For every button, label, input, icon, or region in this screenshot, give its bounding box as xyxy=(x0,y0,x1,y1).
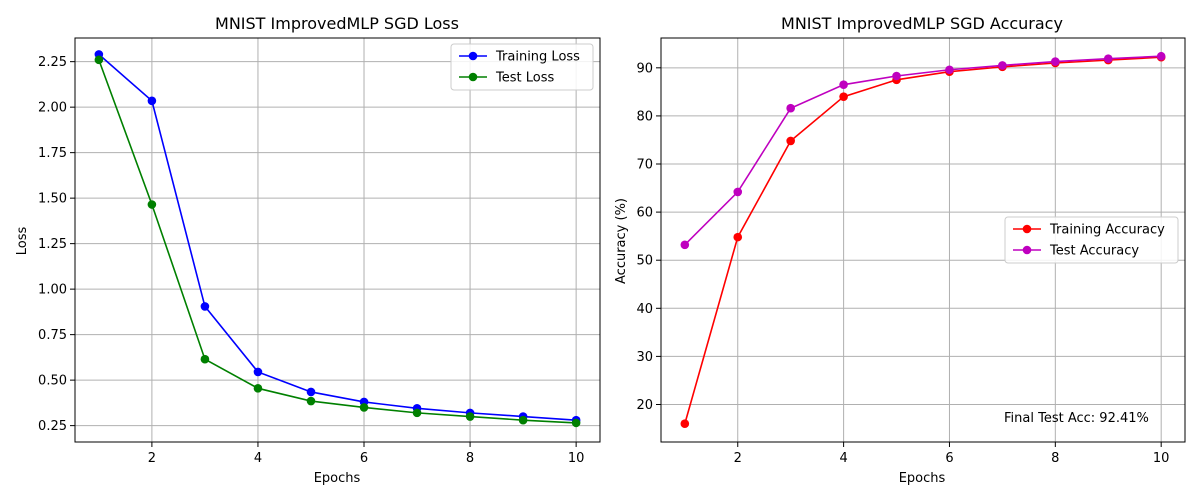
data-point xyxy=(786,103,795,113)
series-line xyxy=(684,56,1162,424)
data-point xyxy=(412,408,422,418)
x-tick-label: 8 xyxy=(466,451,474,466)
data-point xyxy=(733,187,743,197)
legend-label: Training Accuracy xyxy=(1049,223,1165,238)
accuracy-chart: MNIST ImprovedMLP SGD Accuracy Epochs Ac… xyxy=(614,14,1186,486)
y-tick-label: 0.75 xyxy=(38,328,67,343)
data-point xyxy=(518,415,528,425)
x-axis-label: Epochs xyxy=(314,471,361,486)
plot-frame xyxy=(74,37,601,443)
loss-chart: MNIST ImprovedMLP SGD Loss Epochs Loss 2… xyxy=(15,14,601,486)
y-tick-label: 2.00 xyxy=(38,101,67,116)
y-tick-label: 0.50 xyxy=(38,374,67,389)
data-point xyxy=(680,419,690,429)
data-point xyxy=(359,403,369,412)
data-point xyxy=(839,80,848,89)
series-2 xyxy=(680,51,1166,250)
y-tick-label: 1.75 xyxy=(38,146,67,161)
y-tick-label: 70 xyxy=(636,158,653,173)
legend-label: Test Accuracy xyxy=(1049,244,1139,259)
data-point xyxy=(733,232,743,242)
x-tick-label: 8 xyxy=(1051,451,1059,466)
x-tick-label: 2 xyxy=(148,451,156,466)
data-point xyxy=(306,387,316,397)
x-tick-label: 4 xyxy=(254,451,262,466)
series-2 xyxy=(94,55,581,428)
series-line xyxy=(98,53,577,421)
data-point xyxy=(94,55,104,65)
x-tick-label: 2 xyxy=(734,451,742,466)
data-point xyxy=(998,61,1007,70)
data-point xyxy=(253,384,263,393)
chart-title: MNIST ImprovedMLP SGD Loss xyxy=(215,14,459,33)
final-accuracy-annotation: Final Test Acc: 92.41% xyxy=(1004,411,1149,426)
data-point xyxy=(253,367,263,377)
data-point xyxy=(839,92,848,101)
data-point xyxy=(306,396,316,406)
plot-frame xyxy=(660,37,1186,443)
data-point xyxy=(786,136,795,146)
x-tick-label: 6 xyxy=(360,451,368,466)
legend-marker xyxy=(1022,245,1032,255)
data-point xyxy=(571,418,581,428)
data-point xyxy=(1156,51,1166,61)
legend-box xyxy=(1004,216,1179,264)
data-point xyxy=(147,200,157,209)
y-tick-label: 1.25 xyxy=(38,237,67,252)
legend: Training Loss Test Loss xyxy=(450,43,594,91)
series-line xyxy=(98,59,577,424)
data-point xyxy=(892,71,901,81)
legend-marker xyxy=(1022,224,1032,234)
y-tick-label: 90 xyxy=(636,61,653,76)
y-tick-label: 1.00 xyxy=(38,283,67,298)
legend-label: Training Loss xyxy=(495,50,580,65)
y-tick-label: 20 xyxy=(636,398,653,413)
y-tick-label: 0.25 xyxy=(38,419,67,434)
data-point xyxy=(147,96,157,106)
y-tick-label: 2.25 xyxy=(38,55,67,70)
y-tick-label: 50 xyxy=(636,254,653,269)
legend-marker xyxy=(468,51,478,61)
y-axis-label: Accuracy (%) xyxy=(614,198,629,284)
data-point xyxy=(1051,57,1060,66)
y-tick-label: 30 xyxy=(636,350,653,365)
legend-label: Test Loss xyxy=(495,71,554,86)
data-point xyxy=(200,354,210,364)
y-tick-label: 1.50 xyxy=(38,192,67,207)
y-tick-label: 60 xyxy=(636,206,653,221)
data-point xyxy=(680,240,690,250)
x-tick-label: 6 xyxy=(945,451,953,466)
x-tick-label: 10 xyxy=(1153,451,1170,466)
y-tick-label: 40 xyxy=(636,302,653,317)
x-tick-label: 4 xyxy=(839,451,847,466)
data-point xyxy=(1103,54,1113,63)
data-point xyxy=(465,412,475,421)
y-tick-label: 80 xyxy=(636,109,653,124)
series-1 xyxy=(94,50,581,425)
series-line xyxy=(684,55,1162,246)
x-tick-label: 10 xyxy=(568,451,585,466)
data-point xyxy=(200,302,210,311)
data-point xyxy=(945,65,954,75)
y-axis-label: Loss xyxy=(15,227,30,256)
x-axis-label: Epochs xyxy=(899,471,946,486)
legend-marker xyxy=(468,72,478,82)
legend: Training Accuracy Test Accuracy xyxy=(1004,216,1179,264)
chart-title: MNIST ImprovedMLP SGD Accuracy xyxy=(781,14,1063,33)
